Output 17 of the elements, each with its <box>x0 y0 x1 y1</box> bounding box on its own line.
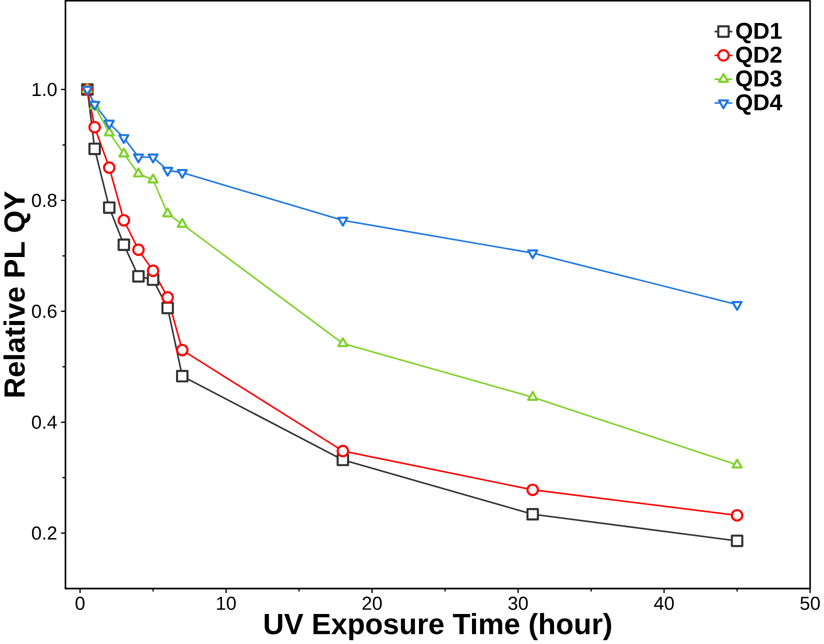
y-axis-title: Relative PL QY <box>3 192 30 397</box>
x-tick-label: 30 <box>508 596 528 610</box>
x-tick-label: 0 <box>76 596 85 610</box>
legend-label: QD4 <box>736 94 782 115</box>
y-tick-label: 0.4 <box>32 416 57 430</box>
legend-label: QD2 <box>736 46 782 68</box>
y-tick-label: 0.6 <box>32 304 57 318</box>
legend-label: QD1 <box>736 22 782 44</box>
y-tick-label: 1.0 <box>32 83 57 96</box>
x-tick-label: 40 <box>654 596 674 610</box>
x-tick-label: 50 <box>800 596 820 610</box>
y-tick-label: 0.8 <box>32 194 57 208</box>
x-tick-label: 20 <box>362 596 382 610</box>
x-axis-title: UV Exposure Time (hour) <box>264 613 612 640</box>
legend-label: QD3 <box>736 70 782 92</box>
y-tick-label: 0.2 <box>32 526 56 540</box>
x-tick-label: 10 <box>217 596 236 610</box>
